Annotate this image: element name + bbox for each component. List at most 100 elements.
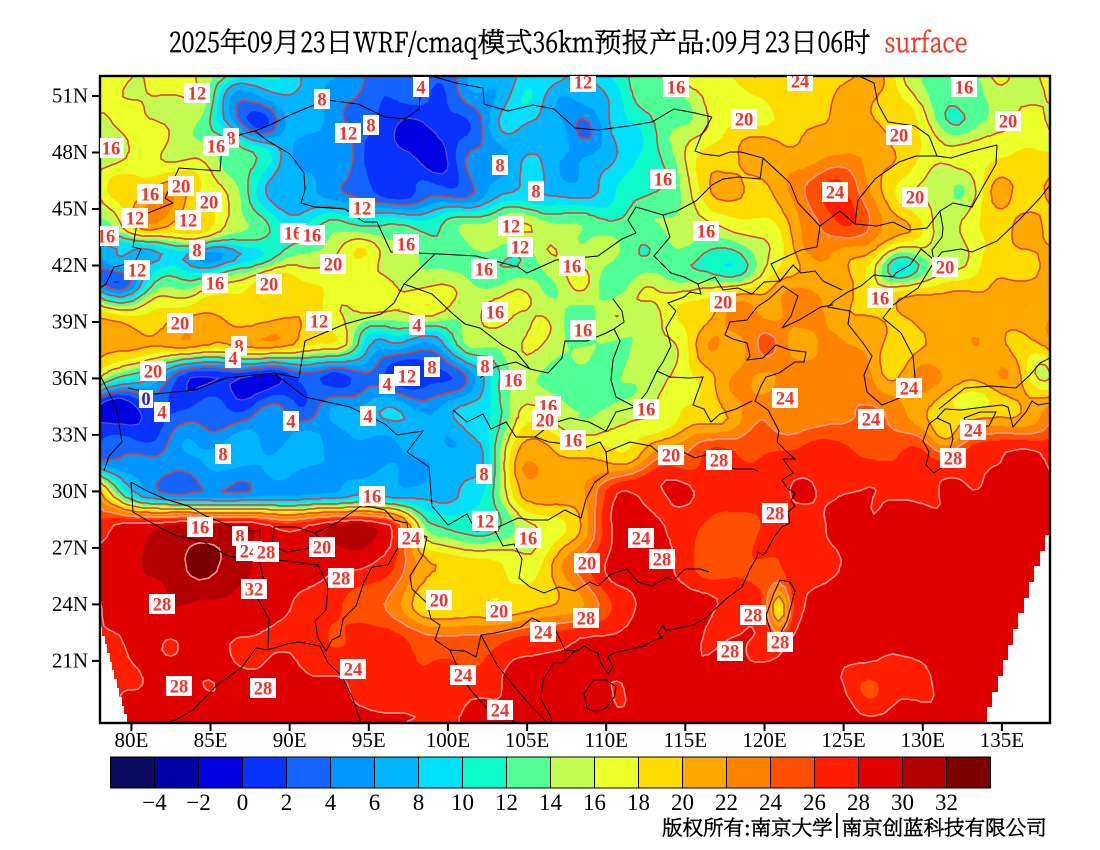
- svg-text:16: 16: [397, 236, 416, 256]
- svg-text:27N: 27N: [52, 535, 88, 559]
- svg-text:28: 28: [766, 505, 785, 525]
- svg-text:4: 4: [416, 79, 425, 99]
- svg-text:20: 20: [430, 592, 449, 612]
- svg-text:20: 20: [171, 315, 190, 335]
- svg-text:4: 4: [325, 790, 337, 815]
- svg-text:16: 16: [563, 258, 582, 278]
- svg-text:8: 8: [192, 242, 201, 262]
- svg-text:4: 4: [157, 404, 166, 424]
- svg-text:16: 16: [637, 401, 656, 421]
- svg-text:12: 12: [476, 513, 495, 533]
- svg-text:16: 16: [284, 225, 303, 245]
- svg-text:16: 16: [574, 322, 593, 342]
- svg-text:8: 8: [218, 446, 227, 466]
- svg-text:21N: 21N: [52, 648, 88, 672]
- svg-text:24: 24: [964, 422, 983, 442]
- svg-text:125E: 125E: [821, 728, 865, 752]
- svg-text:18: 18: [627, 790, 650, 815]
- svg-text:24: 24: [826, 184, 845, 204]
- svg-text:4: 4: [412, 317, 421, 337]
- svg-text:12: 12: [128, 262, 147, 282]
- svg-text:135E: 135E: [980, 728, 1024, 752]
- svg-text:16: 16: [519, 530, 538, 550]
- svg-text:24: 24: [344, 661, 363, 681]
- svg-text:36N: 36N: [52, 366, 88, 390]
- svg-text:16: 16: [141, 186, 160, 206]
- svg-text:24: 24: [776, 390, 795, 410]
- svg-text:16: 16: [206, 275, 225, 295]
- svg-text:12: 12: [126, 210, 145, 230]
- svg-text:10: 10: [451, 790, 474, 815]
- svg-text:20: 20: [536, 412, 555, 432]
- svg-text:12: 12: [574, 74, 593, 94]
- svg-text:8: 8: [234, 338, 243, 358]
- svg-text:48N: 48N: [52, 140, 88, 164]
- svg-text:8: 8: [226, 130, 235, 150]
- svg-text:4: 4: [286, 413, 295, 433]
- svg-text:16: 16: [583, 790, 606, 815]
- svg-text:16: 16: [871, 290, 890, 310]
- svg-text:12: 12: [310, 313, 329, 333]
- svg-text:4: 4: [363, 408, 372, 428]
- svg-text:45N: 45N: [52, 197, 88, 221]
- svg-text:16: 16: [102, 140, 121, 160]
- svg-text:16: 16: [504, 372, 523, 392]
- svg-text:28: 28: [944, 450, 963, 470]
- svg-text:100E: 100E: [426, 728, 470, 752]
- svg-text:12: 12: [502, 218, 521, 238]
- svg-text:24N: 24N: [52, 592, 88, 616]
- svg-text:28: 28: [721, 643, 740, 663]
- svg-text:16: 16: [564, 432, 583, 452]
- svg-text:28: 28: [257, 544, 276, 564]
- svg-text:6: 6: [369, 790, 381, 815]
- svg-text:39N: 39N: [52, 310, 88, 334]
- svg-text:24: 24: [791, 73, 810, 93]
- svg-text:42N: 42N: [52, 253, 88, 277]
- svg-text:8: 8: [531, 183, 540, 203]
- svg-text:32: 32: [245, 581, 264, 601]
- svg-text:105E: 105E: [505, 728, 549, 752]
- svg-text:32: 32: [935, 790, 958, 815]
- svg-text:12: 12: [339, 125, 358, 145]
- svg-text:−2: −2: [186, 790, 210, 815]
- svg-text:8: 8: [427, 359, 436, 379]
- svg-text:30N: 30N: [52, 479, 88, 503]
- svg-text:16: 16: [191, 519, 210, 539]
- svg-text:28: 28: [577, 610, 596, 630]
- svg-text:28: 28: [153, 596, 172, 616]
- svg-text:28: 28: [170, 678, 189, 698]
- svg-text:24: 24: [491, 702, 510, 722]
- svg-text:110E: 110E: [584, 728, 628, 752]
- svg-text:8: 8: [413, 790, 425, 815]
- svg-text:8: 8: [235, 528, 244, 548]
- svg-text:24: 24: [862, 411, 881, 431]
- svg-text:85E: 85E: [194, 728, 228, 752]
- svg-text:16: 16: [303, 227, 322, 247]
- svg-text:−4: −4: [142, 790, 167, 815]
- svg-text:20: 20: [144, 363, 163, 383]
- svg-text:28: 28: [710, 452, 729, 472]
- svg-text:24: 24: [759, 790, 783, 815]
- svg-text:16: 16: [486, 304, 505, 324]
- svg-text:24: 24: [454, 667, 473, 687]
- svg-text:4: 4: [228, 350, 237, 370]
- svg-text:115E: 115E: [664, 728, 708, 752]
- svg-text:24: 24: [632, 530, 651, 550]
- svg-text:28: 28: [332, 570, 351, 590]
- svg-text:95E: 95E: [352, 728, 386, 752]
- svg-text:20: 20: [890, 127, 909, 147]
- svg-text:51N: 51N: [52, 84, 88, 108]
- svg-text:28: 28: [744, 607, 763, 627]
- svg-text:20: 20: [906, 189, 925, 209]
- svg-text:14: 14: [539, 790, 563, 815]
- svg-text:20: 20: [200, 194, 219, 214]
- svg-text:12: 12: [511, 239, 530, 259]
- svg-text:28: 28: [653, 551, 672, 571]
- svg-text:33N: 33N: [52, 422, 88, 446]
- svg-text:16: 16: [475, 261, 494, 281]
- svg-text:0: 0: [141, 390, 150, 410]
- svg-text:20: 20: [490, 603, 509, 623]
- svg-text:20: 20: [714, 294, 733, 314]
- svg-text:28: 28: [254, 680, 273, 700]
- svg-text:24: 24: [900, 380, 919, 400]
